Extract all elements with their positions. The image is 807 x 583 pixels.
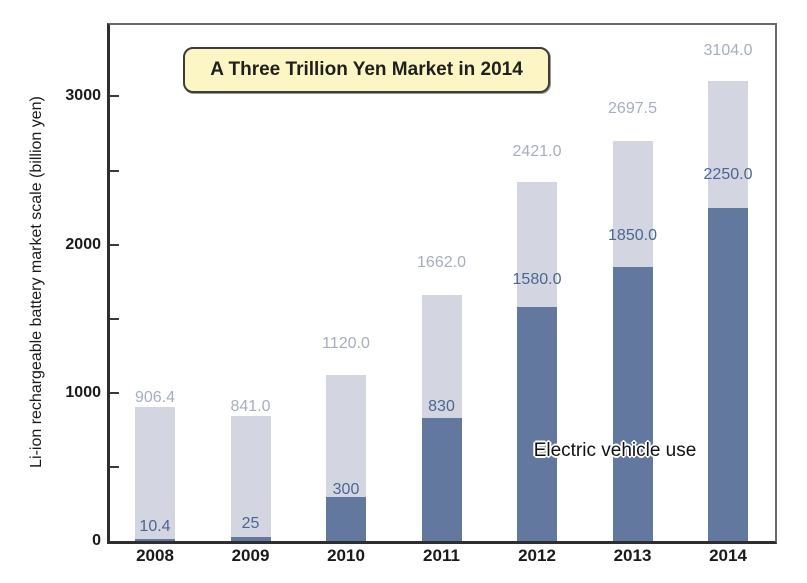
total-value-label-2010: 1120.0 [322,335,370,353]
ev-value-label-2014: 2250.0 [703,165,753,183]
bar-ev-segment-2012 [517,306,557,541]
bar-ev-segment-2010 [326,496,366,541]
bar-total-2008 [135,406,175,541]
bar-ev-segment-2008 [135,539,175,541]
total-value-label-2008: 906.4 [134,388,176,406]
y-axis-title: Li-ion rechargeable battery market scale… [28,96,45,468]
y-tick-mark-3000 [110,95,119,98]
y-tick-label-0: 0 [92,532,101,549]
y-tick-label-2000: 2000 [65,235,101,253]
x-tick-label-2008: 2008 [136,546,174,565]
x-tick-label-2009: 2009 [231,546,270,565]
ev-value-label-2011: 830 [428,397,455,415]
ev-value-label-2013: 1850.0 [608,226,657,244]
ev-value-label-2009: 25 [241,515,260,533]
chart-title: A Three Trillion Yen Market in 2014 [210,59,523,80]
y-tick-mark-500 [110,465,119,468]
y-tick-label-1000: 1000 [65,383,101,401]
ev-value-label-2010: 300 [332,480,360,498]
y-tick-mark-2000 [110,243,119,246]
y-tick-label-3000: 3000 [65,87,101,105]
total-value-label-2011: 1662.0 [417,253,466,271]
bar-ev-segment-2014 [708,207,748,541]
total-value-label-2009: 841.0 [230,398,271,416]
chart-title-box: A Three Trillion Yen Market in 2014 [183,47,550,93]
series-annotation-electric-vehicle-use: Electric vehicle use [533,440,697,461]
x-tick-label-2012: 2012 [518,546,556,565]
bar-ev-segment-2013 [612,266,653,541]
bar-total-2009 [230,416,271,541]
bar-ev-segment-2011 [421,417,462,541]
ev-value-label-2008: 10.4 [139,518,171,536]
y-tick-mark-1500 [110,317,119,320]
plot-area-border [107,23,777,544]
ev-value-label-2012: 1580.0 [512,270,562,288]
total-value-label-2013: 2697.5 [608,100,657,118]
x-tick-label-2010: 2010 [327,546,365,565]
x-tick-label-2011: 2011 [423,546,460,565]
y-tick-mark-1000 [110,391,119,394]
bar-ev-segment-2009 [230,537,271,541]
x-tick-label-2014: 2014 [709,546,747,565]
total-value-label-2012: 2421.0 [512,143,562,161]
x-tick-label-2013: 2013 [613,546,652,565]
total-value-label-2014: 3104.0 [703,41,753,59]
y-tick-mark-2500 [110,169,119,172]
